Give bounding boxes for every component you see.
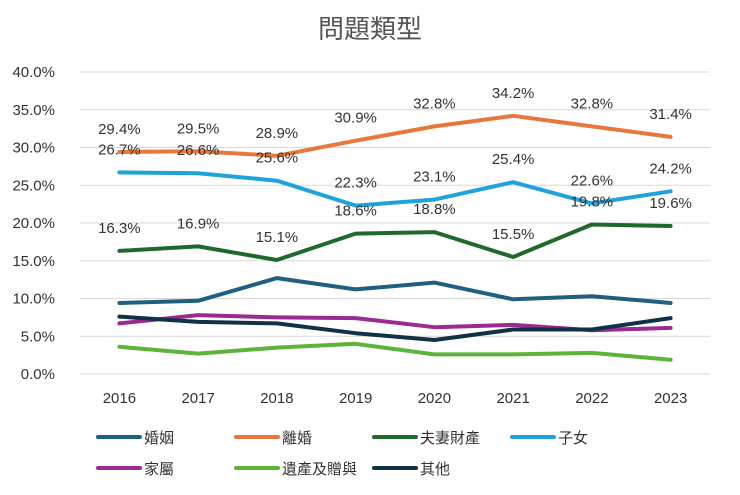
data-label: 29.4% <box>98 121 141 138</box>
series-line <box>117 222 673 262</box>
series-line <box>117 113 673 158</box>
data-label: 30.9% <box>334 110 377 127</box>
legend-label: 子女 <box>558 429 588 447</box>
x-axis: 2016 2017 2018 2019 2020 2021 2022 2023 <box>103 390 688 407</box>
data-label: 19.8% <box>571 194 614 211</box>
x-tick-label: 2021 <box>496 390 529 407</box>
data-label: 18.8% <box>413 201 456 218</box>
legend-label: 其他 <box>420 460 450 478</box>
data-label: 31.4% <box>649 106 692 123</box>
data-label: 25.6% <box>256 150 299 167</box>
legend-item: 遺產及贈與 <box>234 460 357 478</box>
data-label: 15.5% <box>492 226 535 243</box>
legend-label: 婚姻 <box>144 429 174 447</box>
data-label: 16.9% <box>177 215 220 232</box>
y-tick-label: 0.0% <box>21 366 55 383</box>
y-tick-label: 25.0% <box>12 177 55 194</box>
series-lines <box>117 113 673 362</box>
series-line <box>117 276 673 305</box>
data-label: 22.6% <box>571 172 614 189</box>
series-line <box>117 341 673 362</box>
x-tick-label: 2022 <box>575 390 608 407</box>
data-label: 29.5% <box>177 120 220 137</box>
x-tick-label: 2016 <box>103 390 136 407</box>
data-label: 26.7% <box>98 141 141 158</box>
y-tick-label: 20.0% <box>12 215 55 232</box>
legend-label: 遺產及贈與 <box>282 460 357 478</box>
legend-label: 夫妻財產 <box>420 429 480 447</box>
y-tick-label: 35.0% <box>12 102 55 119</box>
x-tick-label: 2018 <box>260 390 293 407</box>
y-tick-label: 30.0% <box>12 140 55 157</box>
data-label: 28.9% <box>256 125 299 142</box>
series-line <box>117 170 673 208</box>
legend-item: 夫妻財產 <box>372 429 480 447</box>
data-label: 19.6% <box>649 195 692 212</box>
data-label: 25.4% <box>492 151 535 168</box>
y-axis: 0.0% 5.0% 10.0% 15.0% 20.0% 25.0% 30.0% 35.0% 40… <box>12 64 55 383</box>
legend-label: 離婚 <box>282 429 312 447</box>
series-line <box>117 314 673 342</box>
legend-item: 其他 <box>372 460 450 478</box>
data-label: 22.3% <box>334 175 377 192</box>
data-label: 32.8% <box>413 95 456 112</box>
y-tick-label: 5.0% <box>21 328 55 345</box>
y-tick-label: 40.0% <box>12 64 55 81</box>
legend-label: 家屬 <box>144 460 174 478</box>
data-label: 32.8% <box>571 95 614 112</box>
data-label: 26.6% <box>177 142 220 159</box>
x-tick-label: 2020 <box>418 390 451 407</box>
legend-item: 家屬 <box>96 460 174 478</box>
x-tick-label: 2023 <box>654 390 687 407</box>
y-tick-label: 10.0% <box>12 291 55 308</box>
data-label: 24.2% <box>649 160 692 177</box>
data-label: 16.3% <box>98 220 141 237</box>
data-label: 18.6% <box>334 203 377 220</box>
gridlines <box>80 71 710 375</box>
data-labels: 29.4% 29.5% 28.9% 30.9% 32.8% 34.2% 32.8% 31.4%… <box>98 85 692 246</box>
legend-item: 婚姻 <box>96 429 174 447</box>
x-tick-label: 2019 <box>339 390 372 407</box>
legend-item: 離婚 <box>234 429 312 447</box>
y-tick-label: 15.0% <box>12 253 55 270</box>
data-label: 23.1% <box>413 169 456 186</box>
chart-title: 問題類型 <box>318 15 422 45</box>
data-label: 34.2% <box>492 85 535 102</box>
data-label: 15.1% <box>256 229 299 246</box>
legend-item: 子女 <box>510 429 588 447</box>
x-tick-label: 2017 <box>181 390 214 407</box>
